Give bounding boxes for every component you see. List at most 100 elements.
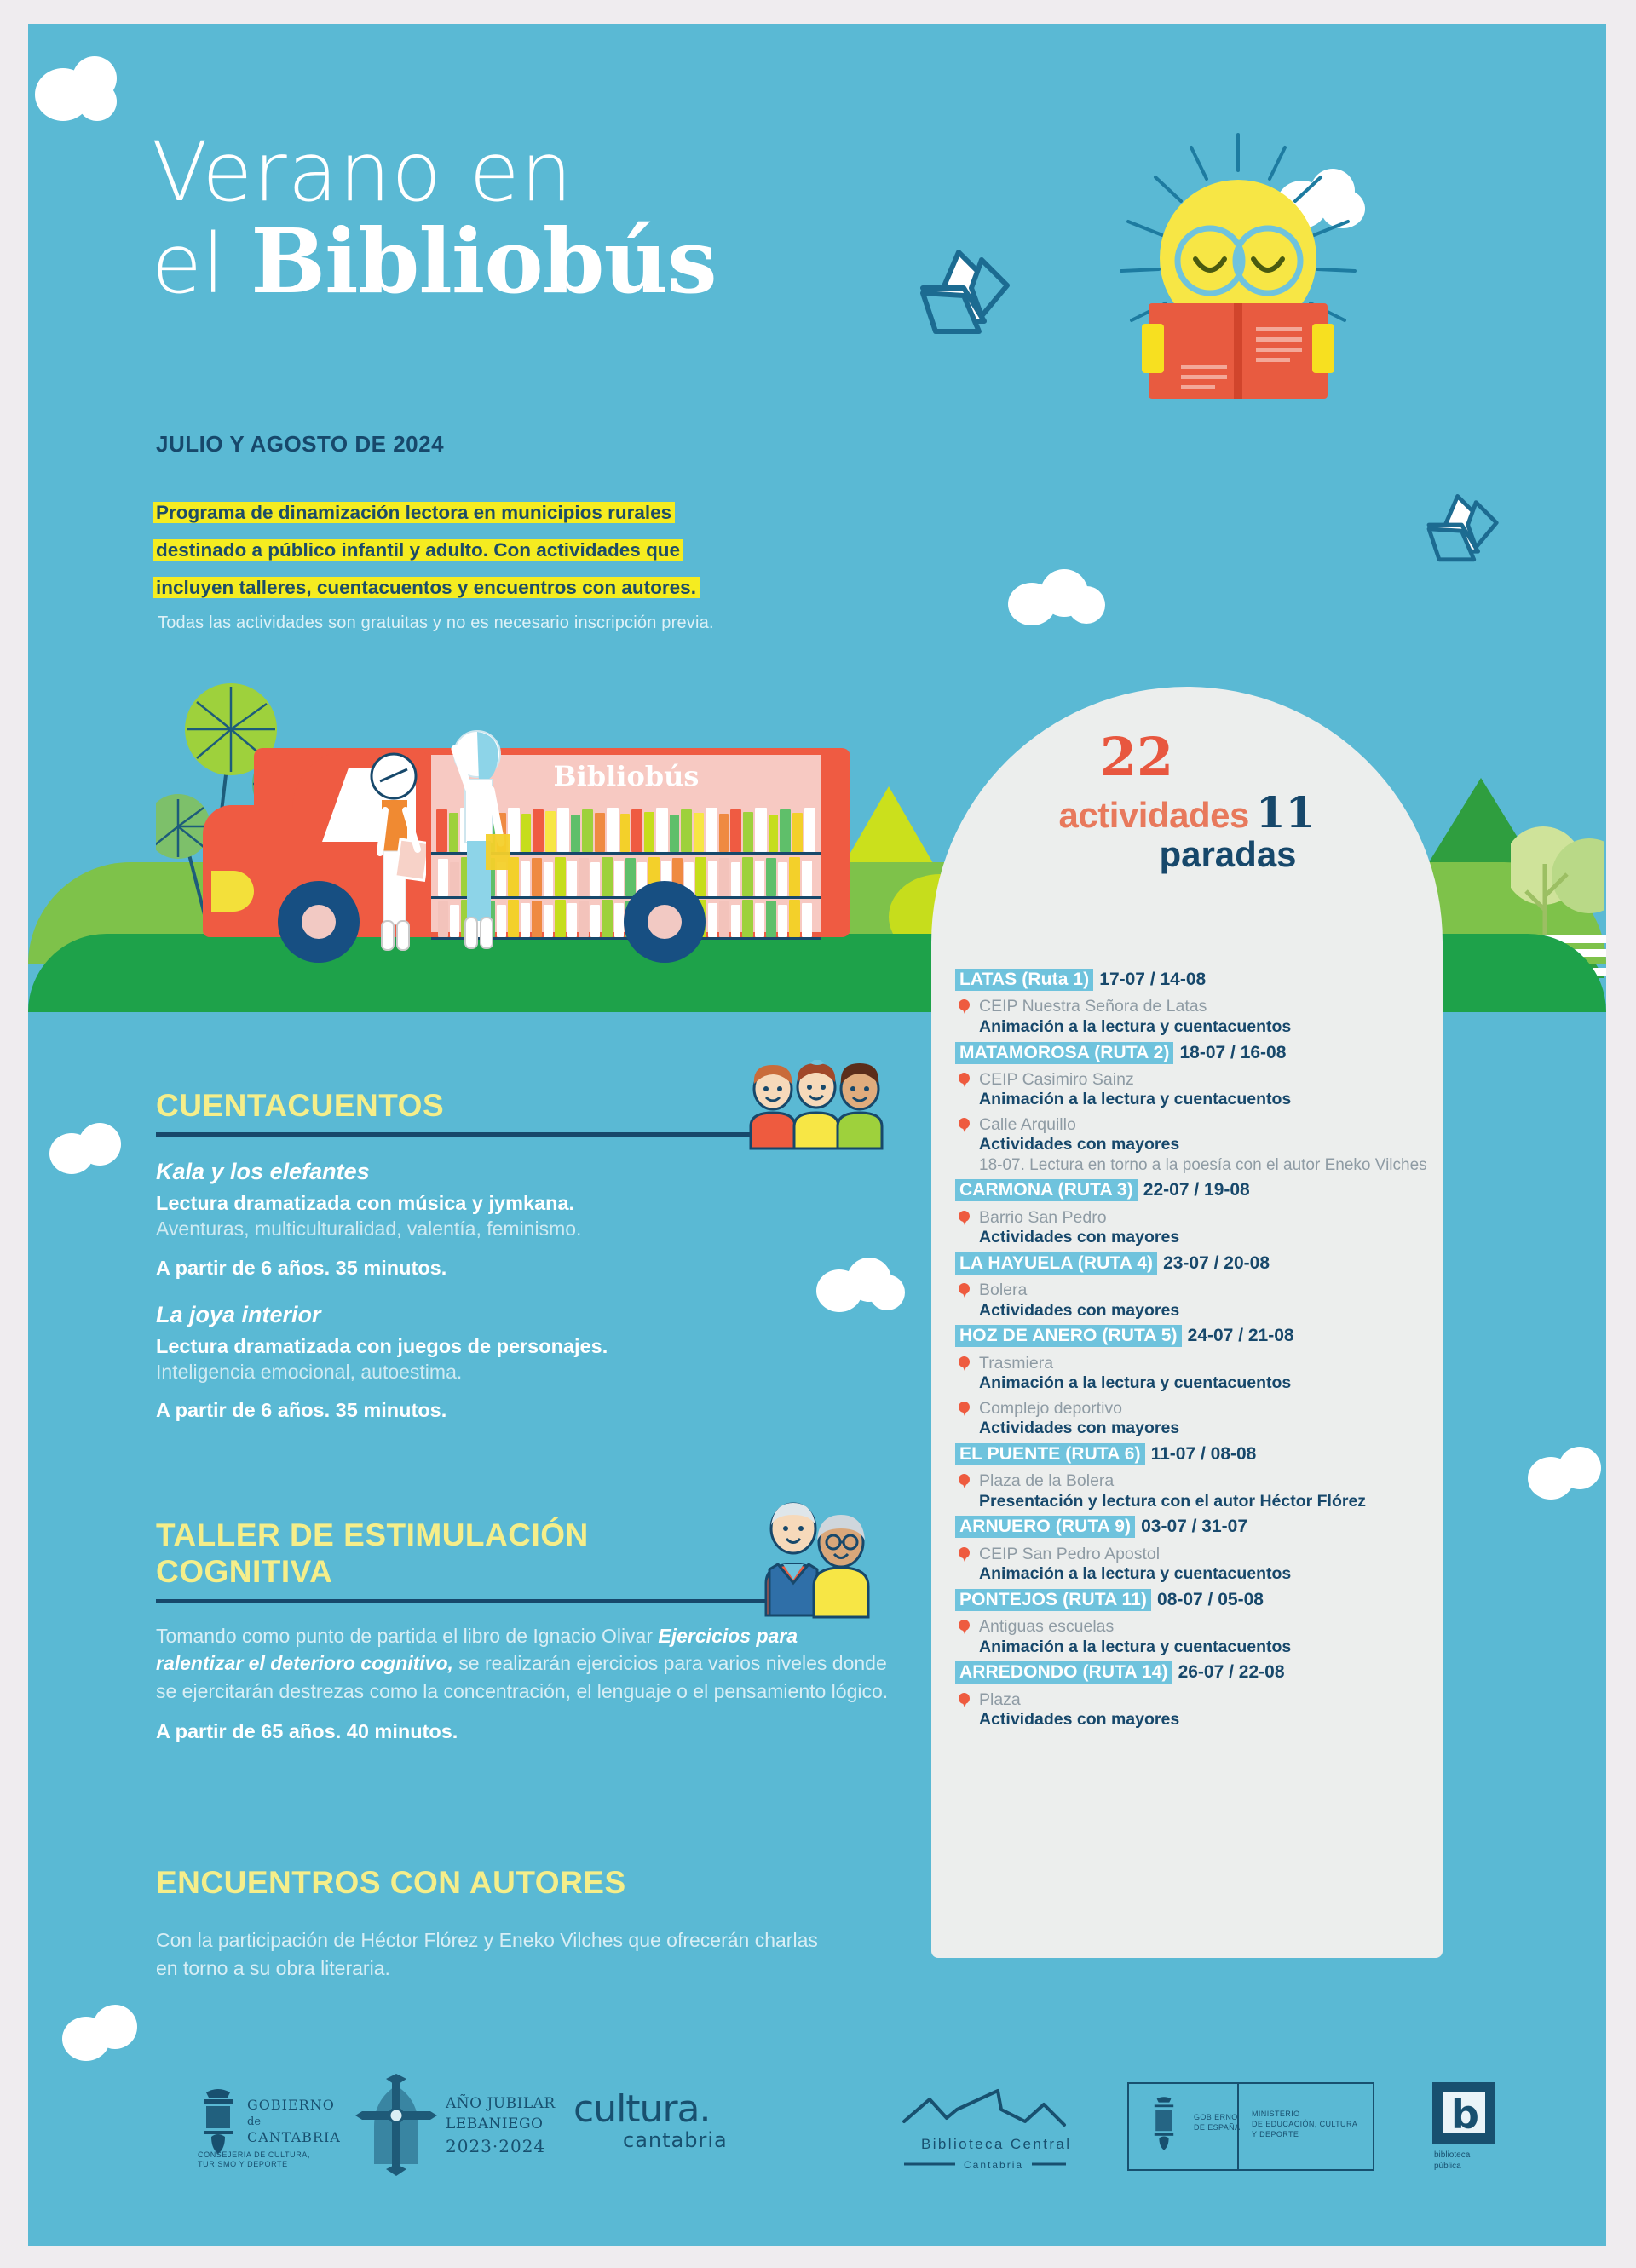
svg-text:2023·2024: 2023·2024 [446,2136,545,2156]
stop-place: Barrio San Pedro [979,1207,1107,1227]
svg-text:LEBANIEGO: LEBANIEGO [446,2115,544,2133]
stop-activity: Animación a la lectura y cuentacuentos [979,1016,1292,1036]
highlight-line-3: incluyen talleres, cuentacuentos y encue… [156,576,696,598]
title-line-2-light: el [152,216,251,312]
svg-text:cantabria: cantabria [623,2128,728,2152]
logo-ministerio-educacion-cultura-deporte: GOBIERNO DE ESPAÑA MINISTERIO DE EDUCACI… [1127,2082,1374,2175]
stop-place: Trasmiera [979,1353,1054,1373]
route-header: EL PUENTE (RUTA 6) 11-07 / 08-08 [955,1442,1432,1466]
route-stop: CEIP San Pedro Apostol Animación a la le… [955,1544,1432,1585]
section-cuentacuentos: CUENTACUENTOS Kala y los elefantes Lectu… [156,1059,889,1422]
svg-text:AÑO JUBILAR: AÑO JUBILAR [445,2094,556,2112]
stop-place: Calle Arquillo [979,1115,1076,1134]
route-dates: 03-07 / 31-07 [1141,1517,1248,1537]
story-description: Lectura dramatizada con música y jymkana… [156,1192,575,1215]
stop-activity: Actividades con mayores [979,1710,1180,1730]
route-stop: Plaza de la Bolera Presentación y lectur… [955,1471,1432,1511]
stop-activity: Actividades con mayores [979,1228,1180,1247]
route-name: HOZ DE ANERO (RUTA 5) [955,1325,1182,1348]
taller-description: Tomando como punto de partida el libro d… [156,1622,889,1706]
route-item[interactable]: PONTEJOS (RUTA 11) 08-07 / 05-08 Antiguas… [955,1588,1432,1658]
bookmobile-scene: Bibliobús [28,671,1606,1012]
route-dates: 18-07 / 16-08 [1179,1042,1287,1062]
route-header: LA HAYUELA (RUTA 4) 23-07 / 20-08 [955,1252,1432,1275]
map-pin-icon [959,1283,970,1298]
route-item[interactable]: CARMONA (RUTA 3) 22-07 / 19-08 Barrio San… [955,1178,1432,1248]
route-name: ARNUERO (RUTA 9) [955,1516,1136,1539]
route-item[interactable]: ARNUERO (RUTA 9) 03-07 / 31-07 CEIP San P… [955,1515,1432,1585]
section-title-line-2: COGNITIVA [156,1554,333,1590]
logo-cultura-cantabria: cultura. cantabria [573,2084,752,2165]
poster-title: Verano en el Bibliobús [152,130,717,308]
route-name: MATAMOROSA (RUTA 2) [955,1041,1174,1064]
route-header: HOZ DE ANERO (RUTA 5) 24-07 / 21-08 [955,1324,1432,1348]
bibliobus-illustration: Bibliobús [203,716,850,963]
svg-text:biblioteca: biblioteca [1434,2150,1471,2160]
stop-activity: Animación a la lectura y cuentacuentos [979,1090,1292,1109]
highlight-line-1: Programa de dinamización lectora en muni… [156,502,672,523]
route-dates: 08-07 / 05-08 [1157,1589,1264,1609]
stop-place: Complejo deportivo [979,1398,1123,1418]
bus-wheel [278,881,360,963]
map-pin-icon [959,1401,970,1416]
logo-ano-jubilar-lebaniego: AÑO JUBILAR LEBANIEGO 2023·2024 [352,2074,556,2180]
section-title-line-1: TALLER DE ESTIMULACIÓN [156,1517,589,1552]
stop-activity: Animación a la lectura y cuentacuentos [979,1637,1292,1656]
route-item[interactable]: MATAMOROSA (RUTA 2) 18-07 / 16-08 CEIP Ca… [955,1041,1432,1176]
svg-text:TURISMO Y DEPORTE: TURISMO Y DEPORTE [198,2160,288,2168]
bus-bookshelf-row [435,806,818,852]
stop-place: CEIP Nuestra Señora de Latas [979,997,1207,1016]
taller-book-title: Ejercicios para ralentizar el deterioro … [156,1624,798,1675]
stop-activity: Animación a la lectura y cuentacuentos [979,1564,1292,1584]
route-header: ARREDONDO (RUTA 14) 26-07 / 22-08 [955,1661,1432,1684]
route-item[interactable]: EL PUENTE (RUTA 6) 11-07 / 08-08 Plaza de… [955,1442,1432,1512]
route-stop: Complejo deportivo Actividades con mayor… [955,1398,1432,1439]
route-name: PONTEJOS (RUTA 11) [955,1588,1152,1611]
route-dates: 22-07 / 19-08 [1143,1180,1250,1200]
section-divider [156,1598,855,1603]
map-pin-icon [959,1692,970,1707]
map-pin-icon [959,1210,970,1225]
title-line-2: el Bibliobús [152,215,717,308]
route-header: PONTEJOS (RUTA 11) 08-07 / 05-08 [955,1588,1432,1612]
svg-text:Y DEPORTE: Y DEPORTE [1252,2130,1299,2138]
free-activities-note: Todas las actividades son gratuitas y no… [158,613,714,632]
stop-place: Plaza [979,1689,1021,1709]
story-age-duration: A partir de 6 años. 35 minutos. [156,1399,447,1422]
title-line-2-bold: Bibliobús [251,208,717,314]
sun-reading-book-illustration [1097,118,1379,403]
svg-text:Biblioteca Central: Biblioteca Central [921,2136,1071,2152]
route-stop: Trasmiera Animación a la lectura y cuent… [955,1353,1432,1394]
taller-text-before: Tomando como punto de partida el libro d… [156,1624,659,1647]
map-pin-icon [959,1474,970,1489]
poster-root: Verano en el Bibliobús JULIO Y AGOSTO DE… [28,24,1606,2246]
story-title: Kala y los elefantes [156,1159,370,1185]
taller-age-duration: A partir de 65 años. 40 minutos. [156,1719,458,1742]
route-item[interactable]: ARREDONDO (RUTA 14) 26-07 / 22-08 Plaza A… [955,1661,1432,1730]
title-line-1: Verano en [152,124,573,220]
route-name: EL PUENTE (RUTA 6) [955,1442,1145,1465]
route-name: LATAS (Ruta 1) [955,969,1094,991]
story-title: La joya interior [156,1301,321,1327]
stats-summary: 22 actividades 11 paradas [931,731,1443,875]
route-stop: Barrio San Pedro Actividades con mayores [955,1207,1432,1248]
park-tree [1504,815,1606,989]
route-stop: Plaza Actividades con mayores [955,1689,1432,1730]
map-pin-icon [959,999,970,1015]
activities-label: actividades [1058,795,1250,835]
map-pin-icon [959,1546,970,1562]
stop-activity: Actividades con mayores [979,1419,1180,1438]
route-name: LA HAYUELA (RUTA 4) [955,1252,1158,1275]
story-description: Lectura dramatizada con juegos de person… [156,1334,608,1357]
map-pin-icon [959,1356,970,1371]
route-item[interactable]: HOZ DE ANERO (RUTA 5) 24-07 / 21-08 Trasm… [955,1324,1432,1439]
route-item[interactable]: LA HAYUELA (RUTA 4) 23-07 / 20-08 Bolera … [955,1252,1432,1321]
svg-text:GOBIERNO: GOBIERNO [247,2097,335,2113]
route-dates: 26-07 / 22-08 [1178,1662,1285,1683]
svg-text:DE ESPAÑA: DE ESPAÑA [1194,2123,1240,2132]
route-header: MATAMOROSA (RUTA 2) 18-07 / 16-08 [955,1041,1432,1065]
route-header: CARMONA (RUTA 3) 22-07 / 19-08 [955,1178,1432,1202]
route-item[interactable]: LATAS (Ruta 1) 17-07 / 14-08 CEIP Nuestra… [955,968,1432,1038]
stop-activity: Actividades con mayores [979,1300,1180,1320]
svg-text:CONSEJERIA DE CULTURA,: CONSEJERIA DE CULTURA, [198,2150,310,2159]
